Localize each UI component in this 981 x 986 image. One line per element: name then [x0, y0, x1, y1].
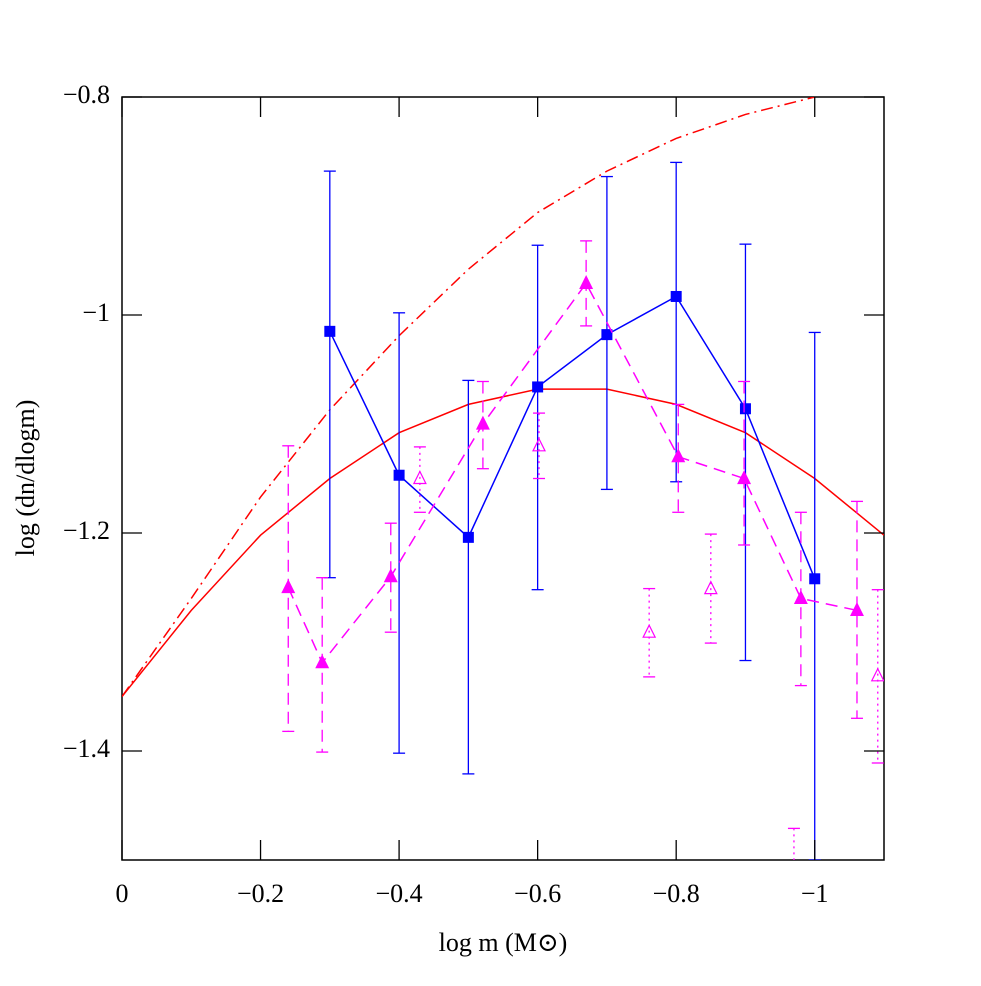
point: [739, 403, 751, 415]
point: [670, 290, 682, 302]
x-tick-label: −0.2: [237, 879, 284, 908]
point: [475, 415, 490, 430]
point: [870, 667, 884, 682]
point: [383, 568, 398, 583]
point: [281, 579, 296, 594]
point: [809, 573, 821, 585]
point: [412, 470, 427, 485]
point: [462, 531, 474, 543]
x-tick-label: −1: [801, 879, 829, 908]
point: [393, 469, 405, 481]
point: [737, 470, 752, 485]
point: [671, 448, 686, 463]
point: [324, 325, 336, 337]
series-line: [287, 281, 858, 665]
y-axis-label: log (dn/dlogm): [11, 400, 40, 557]
point: [703, 580, 718, 595]
point: [315, 654, 330, 669]
point: [532, 437, 546, 452]
x-axis-label: log m (M⊙): [439, 928, 568, 957]
plot-frame: [121, 96, 885, 861]
point: [579, 275, 594, 289]
point: [532, 381, 544, 393]
plot-area: [122, 97, 884, 930]
series-line: [122, 97, 815, 697]
series-line: [122, 388, 884, 697]
x-tick-label: −0.6: [514, 879, 561, 908]
point: [850, 602, 864, 616]
y-tick-label: −1.4: [63, 734, 110, 763]
y-tick-label: −1.2: [63, 516, 110, 545]
x-tick-label: 0: [116, 879, 129, 908]
y-tick-label: −0.8: [63, 80, 110, 109]
point: [601, 329, 613, 341]
point: [788, 918, 800, 930]
point: [642, 623, 657, 638]
y-tick-label: −1: [82, 298, 110, 327]
x-tick-label: −0.4: [376, 879, 423, 908]
series-line: [329, 295, 816, 580]
point: [793, 590, 808, 605]
x-tick-label: −0.8: [653, 879, 700, 908]
